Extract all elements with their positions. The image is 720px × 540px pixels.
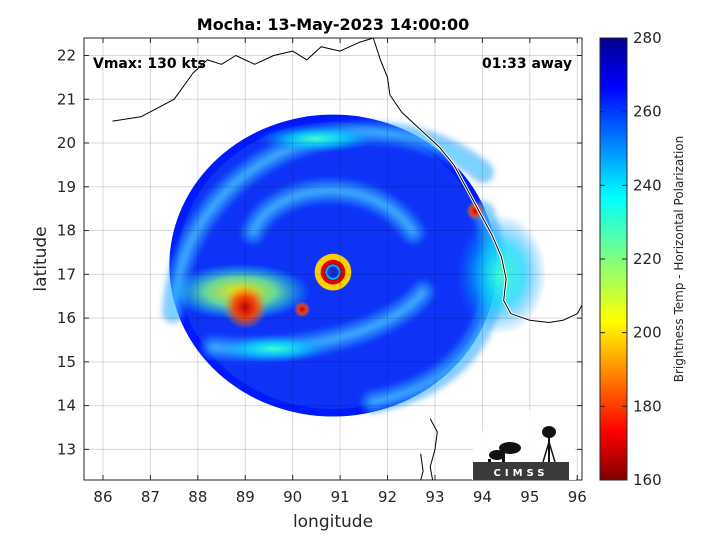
axis-ticks: 86 87 88 89 90 91 92 93 94 95 96 13 14 15 16 17 18 19 20 21… — [57, 38, 587, 506]
y-tick-label: 21 — [57, 90, 76, 108]
colorbar-tick-label: 180 — [633, 397, 662, 415]
coast-black — [429, 418, 438, 480]
timing-annotation: 01:33 away — [482, 56, 572, 72]
vmax-annotation: Vmax: 130 kts — [93, 56, 206, 72]
x-tick-label: 96 — [568, 488, 587, 506]
colorbar-tick-label: 200 — [633, 324, 662, 342]
colorbar-tick-label: 160 — [633, 471, 662, 489]
eye — [327, 266, 339, 278]
y-tick-label: 18 — [57, 222, 76, 240]
cimss-logo: CIMSS — [472, 410, 576, 480]
colorbar-tick-label: 240 — [633, 176, 662, 194]
coast-white — [112, 38, 374, 123]
x-tick-label: 86 — [93, 488, 112, 506]
coast-black — [372, 38, 582, 323]
y-tick-label: 15 — [57, 353, 76, 371]
plot-area — [84, 38, 582, 480]
coastline-outline — [112, 38, 582, 480]
x-tick-label: 95 — [520, 488, 539, 506]
x-tick-label: 90 — [283, 488, 302, 506]
convective-cells — [170, 124, 547, 363]
y-tick-label: 19 — [57, 178, 76, 196]
x-tick-label: 88 — [188, 488, 207, 506]
colorbar-tick-label: 280 — [633, 29, 662, 47]
rainband-arc-core — [249, 186, 417, 237]
chart-title: Mocha: 13-May-2023 14:00:00 — [197, 15, 469, 34]
feature-southern-rainband — [218, 334, 329, 363]
x-axis-label: longitude — [293, 512, 373, 532]
y-tick-label: 14 — [57, 397, 76, 415]
grid — [84, 38, 582, 480]
colorbar-ticks: 160 180 200 220 240 260 280 — [600, 29, 662, 489]
coast-black — [112, 38, 374, 122]
feature-convective-cell — [294, 301, 311, 318]
y-axis-label: latitude — [31, 226, 51, 291]
x-tick-label: 94 — [473, 488, 492, 506]
coast-black — [420, 453, 424, 480]
x-tick-label: 92 — [378, 488, 397, 506]
y-tick-label: 13 — [57, 440, 76, 458]
x-tick-label: 91 — [331, 488, 350, 506]
eyewall — [314, 253, 352, 291]
y-tick-label: 22 — [57, 47, 76, 65]
plot-frame — [83, 37, 583, 481]
x-tick-label: 93 — [425, 488, 444, 506]
y-tick-label: 20 — [57, 134, 76, 152]
y-tick-label: 17 — [57, 265, 76, 283]
feature-western-rainband-core — [223, 285, 268, 330]
logo-text: CIMSS — [494, 468, 549, 479]
colorbar-label: Brightness Temp - Horizontal Polarizatio… — [672, 136, 686, 383]
y-tick-label: 16 — [57, 309, 76, 327]
colorbar-tick-label: 260 — [633, 103, 662, 121]
colorbar-tick-label: 220 — [633, 250, 662, 268]
feature-eastern-rainband — [456, 214, 547, 335]
feature-northern-rainband — [256, 124, 377, 153]
x-tick-label: 89 — [236, 488, 255, 506]
x-tick-label: 87 — [141, 488, 160, 506]
